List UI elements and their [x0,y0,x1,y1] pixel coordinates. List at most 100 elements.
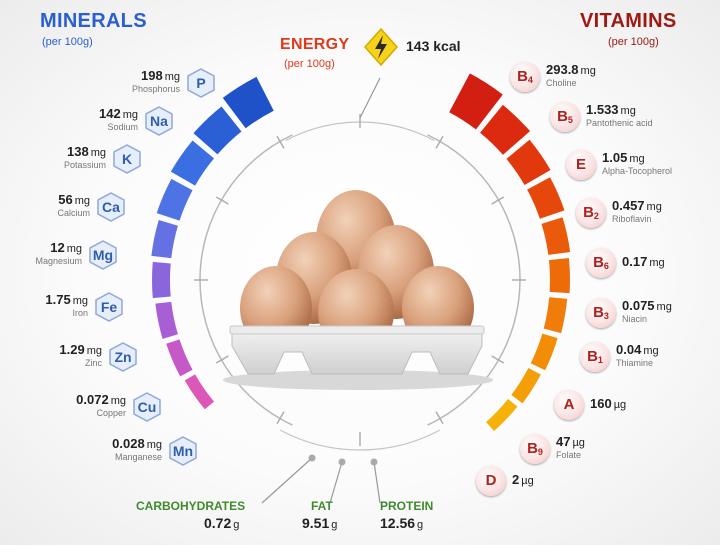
vitamin-name: Alpha-Tocopherol [602,166,673,176]
element-hexagon: Mn [168,436,198,466]
vitamin-value: 1.05 mg [602,150,645,165]
vitamin-row: D 2 µg [0,466,720,496]
element-hexagon: K [112,144,142,174]
fat-label: FAT [311,499,333,513]
arc-tick [215,355,229,364]
protein-dot [370,458,378,466]
tray-shadow [223,370,493,390]
vitamin-bar [543,297,568,334]
vitamin-row: B3 0.075 mg Niacin [0,298,720,328]
arc-tick [276,135,285,149]
fat-value: 9.51 g [302,515,338,531]
element-hexagon: Na [144,106,174,136]
vitamins-per: (per 100g) [608,36,659,48]
vitamin-value: 47 µg [556,434,585,449]
element-hexagon: Ca [96,192,126,222]
mineral-row: 56 mg Calcium Ca [0,192,230,222]
vitamin-value: 160 µg [590,396,627,411]
arc-tick [491,355,505,364]
vitamin-name: Choline [546,78,577,88]
vitamin-badge: A [554,390,584,420]
element-symbol: P [196,75,206,91]
vitamin-bar [449,73,503,130]
vitamin-badge: B4 [510,62,540,92]
vitamin-bar [527,177,565,219]
energy-per: (per 100g) [284,58,335,70]
fat-dot [338,458,346,466]
mineral-row: 0.028 mg Manganese Mn [0,436,230,466]
carbohydrates-label: CARBOHYDRATES [136,499,246,513]
element-symbol: Cu [137,399,157,415]
vitamin-row: B5 1.533 mg Pantothenic acid [0,102,720,132]
arc-tick [491,196,505,205]
mineral-value: 198 mg [141,68,180,83]
mineral-value: 12 mg [50,240,82,255]
vitamin-value: 0.04 mg [616,342,659,357]
mineral-value: 0.028 mg [112,436,162,451]
mineral-row: 12 mg Magnesium Mg [0,240,230,270]
mineral-bar [184,374,215,410]
mineral-name: Iron [72,308,88,318]
mineral-bar [222,76,274,129]
element-hexagon: P [186,68,216,98]
energy-title: ENERGY [280,36,350,53]
vitamin-row: B2 0.457 mg Riboflavin [0,198,720,228]
mineral-row: 198 mg Phosphorus P [0,68,230,98]
vitamin-name: Niacin [622,314,648,324]
arc-tick [215,196,229,205]
vitamin-value: 0.457 mg [612,198,662,213]
element-symbol: Mn [172,443,194,459]
mineral-bar [193,106,242,155]
arc-tick [435,135,444,149]
vitamin-name: Riboflavin [612,214,652,224]
vitamin-badge: B3 [586,298,616,328]
element-hexagon: Mg [88,240,118,270]
vitamin-bar [530,333,558,371]
element-symbol: Ca [102,199,120,215]
element-symbol: K [121,151,133,167]
vitamin-badge: B5 [550,102,580,132]
vitamin-bar [511,368,541,404]
element-symbol: Fe [100,299,118,315]
mineral-value: 138 mg [67,144,106,159]
element-symbol: Zn [114,349,132,365]
mineral-row: 1.29 mg Zinc Zn [0,342,230,372]
vitamin-badge: B9 [520,434,550,464]
vitamin-value: 0.075 mg [622,298,672,313]
vitamin-name: Pantothenic acid [586,118,653,128]
minerals-title: MINERALS [40,10,147,32]
vitamin-row: A 160 µg [0,390,720,420]
mineral-name: Calcium [57,208,90,218]
protein-value: 12.56 g [380,515,424,531]
element-hexagon: Zn [108,342,138,372]
minerals-per: (per 100g) [42,36,93,48]
mineral-bar [166,339,193,377]
vitamin-value: 2 µg [512,472,534,487]
vitamin-row: E 1.05 mg Alpha-Tocopherol [0,150,720,180]
lightning-icon [364,28,398,66]
vitamin-badge: B6 [586,248,616,278]
vitamin-value: 0.17 mg [622,254,665,269]
mineral-bar [151,220,178,259]
vitamin-bar [486,399,518,432]
mineral-value: 1.75 mg [45,292,88,307]
mineral-value: 1.29 mg [59,342,102,357]
energy-connector [359,77,381,119]
vitamin-badge: B1 [580,342,610,372]
vitamin-value: 293.8 mg [546,62,596,77]
protein-label: PROTEIN [380,499,434,513]
mineral-name: Potassium [63,160,106,170]
mineral-value: 142 mg [99,106,138,121]
mineral-value: 56 mg [58,192,90,207]
mineral-name: Magnesium [35,256,82,266]
element-hexagon: Cu [132,392,162,422]
carb-dot [308,454,316,462]
mineral-bar-arc [151,76,274,410]
element-hexagon: Fe [94,292,124,322]
vitamin-row: B6 0.17 mg [0,248,720,278]
mineral-row: 138 mg Potassium K [0,144,230,174]
carb-connector [261,457,313,504]
mineral-row: 142 mg Sodium Na [0,106,230,136]
